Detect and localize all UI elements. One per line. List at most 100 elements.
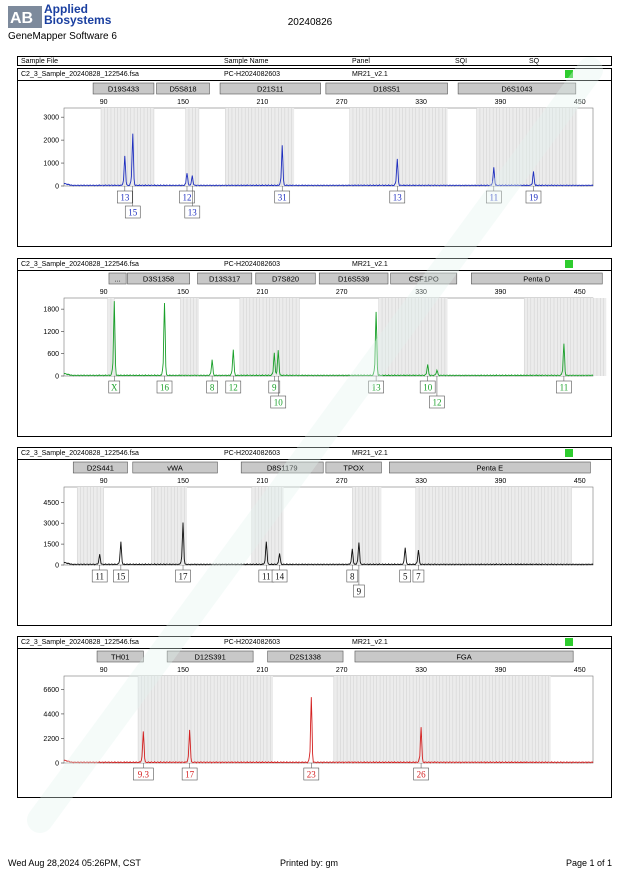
y-tick-label: 6600 bbox=[43, 687, 59, 694]
allele-label: 14 bbox=[275, 572, 285, 582]
allele-box bbox=[225, 380, 242, 394]
allele-box bbox=[271, 569, 288, 583]
locus-box bbox=[457, 82, 577, 95]
allele-box bbox=[179, 190, 195, 204]
allele-box bbox=[368, 380, 384, 394]
col-panel: Panel bbox=[352, 58, 370, 65]
y-tick-label: 1000 bbox=[43, 161, 59, 168]
chart-black: D2S441 vWA D8S1179 TPOX Penta E90 150 210 270 33… bbox=[43, 461, 594, 598]
x-tick-label: 270 bbox=[336, 289, 348, 296]
allele-box bbox=[346, 569, 359, 583]
bin-region bbox=[415, 487, 572, 565]
allele-box bbox=[206, 380, 218, 394]
allele-label: 15 bbox=[128, 208, 138, 218]
locus-label: vWA bbox=[167, 464, 183, 473]
locus-box bbox=[96, 650, 144, 663]
allele-box bbox=[113, 569, 129, 583]
bin-region bbox=[225, 108, 295, 186]
panel-title-bar: C2_3_Sample_20240828_122546.fsa PC-H2024… bbox=[18, 448, 611, 460]
allele-label: 16 bbox=[160, 383, 170, 393]
locus-box bbox=[197, 272, 253, 285]
x-tick-label: 150 bbox=[177, 478, 189, 485]
allele-label: 11 bbox=[560, 383, 569, 393]
software-name: GeneMapper Software 6 bbox=[8, 31, 117, 42]
locus-box bbox=[389, 461, 591, 474]
allele-label: 12 bbox=[182, 193, 191, 203]
locus-box bbox=[108, 272, 127, 285]
allele-label: 12 bbox=[229, 383, 238, 393]
electropherogram-panel-blue: C2_3_Sample_20240828_122546.fsa PC-H2024… bbox=[17, 68, 612, 247]
allele-label: 9 bbox=[272, 383, 277, 393]
allele-box bbox=[91, 569, 108, 583]
panel-title-bar: C2_3_Sample_20240828_122546.fsa PC-H2024… bbox=[18, 259, 611, 271]
locus-box bbox=[166, 650, 254, 663]
locus-label: FGA bbox=[456, 653, 471, 662]
allele-label: 19 bbox=[529, 193, 539, 203]
allele-box bbox=[156, 380, 173, 394]
allele-label: 15 bbox=[116, 572, 126, 582]
allele-box bbox=[270, 395, 287, 409]
x-tick-label: 390 bbox=[495, 99, 507, 106]
allele-label: 13 bbox=[372, 383, 382, 393]
allele-box bbox=[124, 205, 141, 219]
allele-label: 17 bbox=[179, 572, 189, 582]
allele-label: 13 bbox=[188, 208, 198, 218]
footer-page: Page 1 of 1 bbox=[566, 858, 613, 868]
sample-file: C2_3_Sample_20240828_122546.fsa bbox=[21, 639, 139, 646]
allele-box bbox=[108, 380, 121, 394]
locus-label: Penta E bbox=[477, 464, 504, 473]
brand-line-2: Biosystems bbox=[44, 13, 112, 27]
electropherogram-panel-green: C2_3_Sample_20240828_122546.fsa PC-H2024… bbox=[17, 258, 612, 437]
allele-label: 8 bbox=[350, 572, 355, 582]
report-date: 20240826 bbox=[287, 17, 333, 28]
x-tick-label: 90 bbox=[100, 478, 108, 485]
allele-label: 11 bbox=[262, 572, 271, 582]
locus-label: D7S820 bbox=[272, 275, 299, 284]
panel-title-bar: C2_3_Sample_20240828_122546.fsa PC-H2024… bbox=[18, 69, 611, 81]
panel-name: MR21_v2.1 bbox=[352, 450, 388, 457]
allele-box bbox=[274, 190, 291, 204]
x-tick-label: 150 bbox=[177, 99, 189, 106]
allele-label: 12 bbox=[432, 398, 441, 408]
col-sample-file: Sample File bbox=[21, 58, 58, 65]
allele-label: 10 bbox=[274, 398, 284, 408]
column-header-bar: Sample File Sample Name Panel SQI SQ bbox=[17, 56, 612, 66]
allele-label: 13 bbox=[120, 193, 129, 203]
allele-label: 9.3 bbox=[138, 770, 150, 780]
allele-label: 9 bbox=[357, 587, 362, 597]
locus-box bbox=[156, 82, 210, 95]
allele-box bbox=[181, 767, 198, 781]
y-tick-label: 0 bbox=[55, 374, 59, 381]
locus-label: D3S1358 bbox=[143, 275, 174, 284]
x-tick-label: 270 bbox=[336, 667, 348, 674]
allele-label: 31 bbox=[278, 193, 287, 203]
sample-name: PC-H2024082603 bbox=[224, 450, 281, 457]
locus-label: D12S391 bbox=[194, 653, 225, 662]
electropherogram-panel-black: C2_3_Sample_20240828_122546.fsa PC-H2024… bbox=[17, 447, 612, 626]
allele-box bbox=[175, 569, 191, 583]
col-sample-name: Sample Name bbox=[224, 58, 269, 65]
locus-label: D13S317 bbox=[209, 275, 240, 284]
x-tick-label: 150 bbox=[177, 667, 189, 674]
locus-box bbox=[255, 272, 316, 285]
allele-box bbox=[399, 569, 412, 583]
locus-box bbox=[219, 82, 321, 95]
allele-label: 26 bbox=[417, 770, 427, 780]
locus-box bbox=[471, 272, 603, 285]
sample-file: C2_3_Sample_20240828_122546.fsa bbox=[21, 261, 139, 268]
brand-line-1: Applied bbox=[44, 2, 88, 16]
col-sq: SQ bbox=[529, 58, 540, 65]
allele-box bbox=[184, 205, 201, 219]
sample-file: C2_3_Sample_20240828_122546.fsa bbox=[21, 71, 139, 78]
allele-label: 17 bbox=[185, 770, 195, 780]
allele-box bbox=[486, 190, 502, 204]
y-tick-label: 1800 bbox=[43, 307, 59, 314]
allele-label: 10 bbox=[423, 383, 433, 393]
y-tick-label: 0 bbox=[55, 184, 59, 191]
allele-label: X bbox=[111, 383, 118, 393]
locus-box bbox=[240, 461, 324, 474]
y-tick-label: 3000 bbox=[43, 115, 59, 122]
signal-trace bbox=[63, 697, 594, 764]
sample-name: PC-H2024082603 bbox=[224, 261, 281, 268]
allele-label: 13 bbox=[393, 193, 403, 203]
